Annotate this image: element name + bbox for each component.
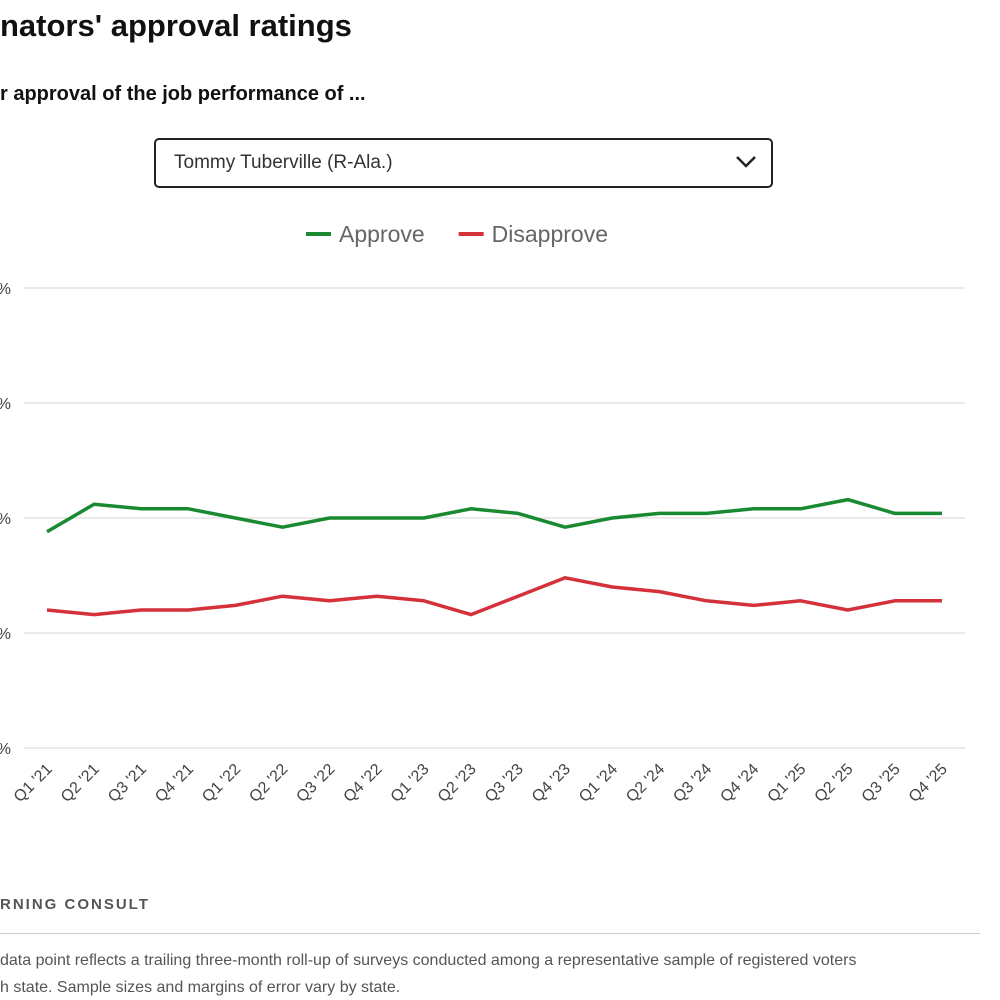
- x-tick-label: Q3 '25: [859, 761, 904, 806]
- logo: RNING CONSULT: [0, 896, 150, 913]
- y-tick-label: %: [0, 741, 11, 758]
- x-tick-label: Q1 '24: [576, 761, 621, 806]
- footnote: data point reflects a trailing three-mon…: [0, 952, 857, 969]
- x-tick-label: Q2 '24: [623, 761, 668, 806]
- x-tick-label: Q3 '23: [482, 761, 527, 806]
- x-tick-label: Q1 '22: [199, 761, 244, 806]
- chevron: [736, 156, 756, 168]
- x-tick-label: Q3 '22: [293, 761, 338, 806]
- senator-dropdown[interactable]: Tommy Tuberville (R-Ala.): [154, 138, 773, 188]
- x-tick-label: Q3 '24: [670, 761, 715, 806]
- x-tick-label: Q4 '25: [906, 761, 951, 806]
- x-tick-label: Q2 '23: [435, 761, 480, 806]
- divider: [0, 933, 980, 934]
- series-line: [46, 576, 942, 617]
- x-tick-label: Q4 '23: [529, 761, 574, 806]
- subtitle: r approval of the job performance of ...: [0, 83, 366, 105]
- series-line: [46, 497, 942, 534]
- legend-label: Approve: [339, 221, 425, 247]
- x-tick-label: Q1 '21: [11, 761, 56, 806]
- footnote: h state. Sample sizes and margins of err…: [0, 979, 401, 996]
- legend-label: Disapprove: [492, 221, 608, 247]
- y-tick-label: %: [0, 511, 11, 528]
- x-tick-label: Q3 '21: [105, 761, 150, 806]
- x-tick-label: Q2 '25: [812, 761, 857, 806]
- y-tick-label: %: [0, 396, 11, 413]
- x-tick-label: Q2 '22: [246, 761, 291, 806]
- x-tick-label: Q4 '24: [717, 761, 762, 806]
- dropdown-value: Tommy Tuberville (R-Ala.): [174, 152, 393, 173]
- x-tick-label: Q2 '21: [58, 761, 103, 806]
- y-tick-label: %: [0, 626, 11, 643]
- x-tick-label: Q4 '21: [152, 761, 197, 806]
- title: nators' approval ratings: [0, 8, 352, 43]
- x-tick-label: Q1 '23: [388, 761, 433, 806]
- y-tick-label: %: [0, 281, 11, 298]
- x-tick-label: Q1 '25: [765, 761, 810, 806]
- x-tick-label: Q4 '22: [341, 761, 386, 806]
